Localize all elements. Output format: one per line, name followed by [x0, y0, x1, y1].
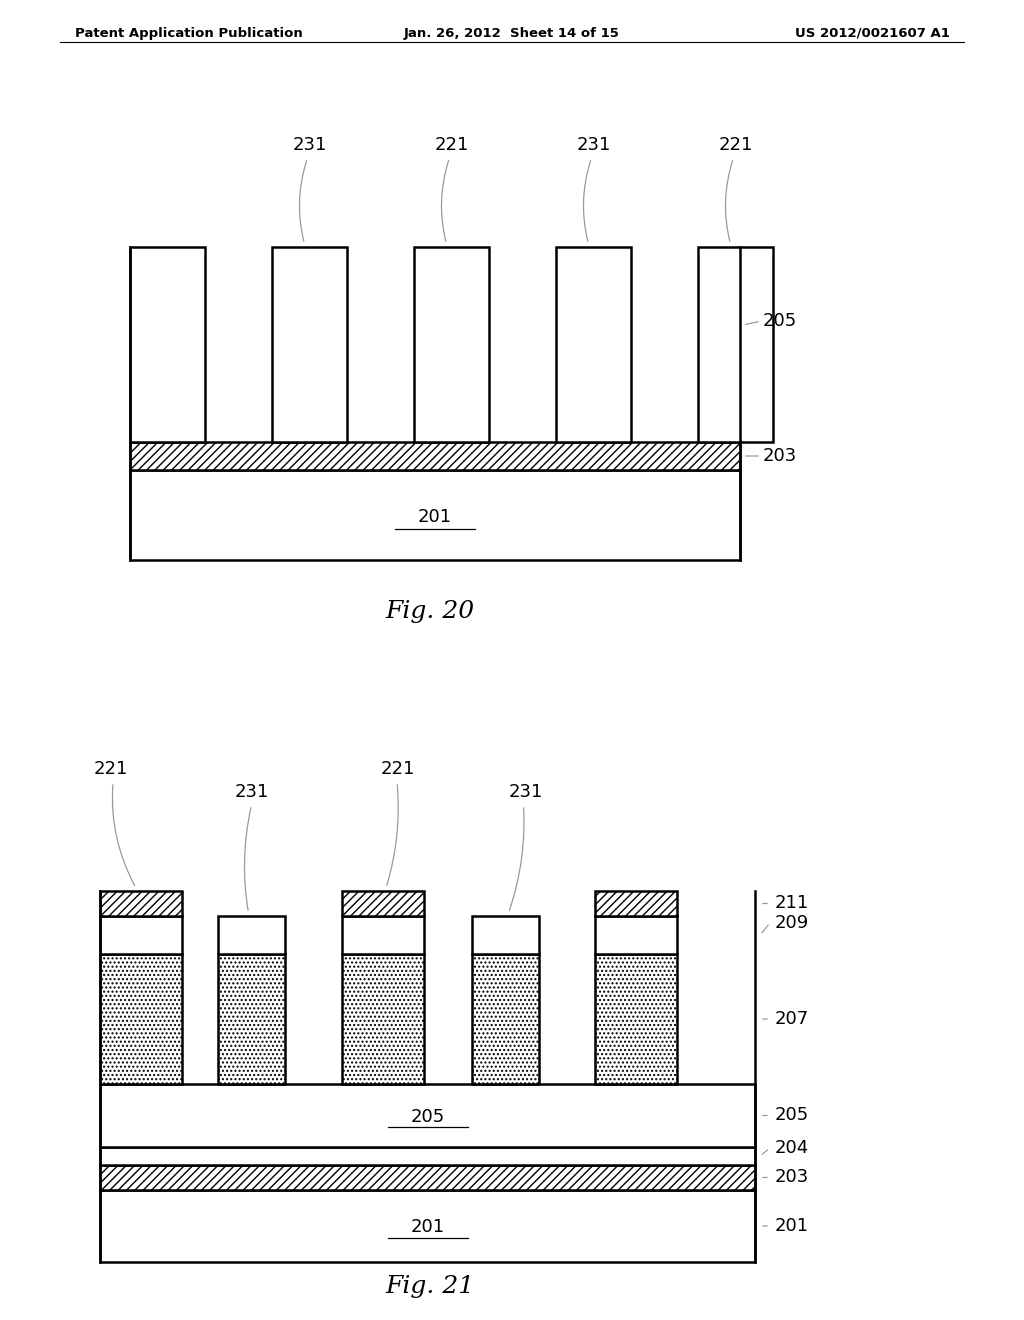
Bar: [100, 1147, 755, 1166]
Bar: [130, 442, 740, 470]
Bar: [414, 247, 489, 442]
Text: 205: 205: [411, 1107, 444, 1126]
Bar: [472, 954, 539, 1084]
Text: Jan. 26, 2012  Sheet 14 of 15: Jan. 26, 2012 Sheet 14 of 15: [404, 26, 620, 40]
Bar: [342, 891, 424, 916]
Bar: [218, 916, 285, 954]
Text: US 2012/0021607 A1: US 2012/0021607 A1: [795, 26, 950, 40]
Bar: [130, 247, 205, 442]
Text: 221: 221: [434, 136, 469, 154]
Text: 201: 201: [418, 508, 452, 525]
Text: 205: 205: [775, 1106, 809, 1125]
Bar: [130, 470, 740, 560]
Bar: [272, 247, 347, 442]
Text: 207: 207: [775, 1010, 809, 1028]
Text: 205: 205: [763, 312, 798, 330]
Bar: [100, 1191, 755, 1262]
Text: 221: 221: [94, 760, 128, 777]
Text: 231: 231: [577, 136, 610, 154]
Bar: [100, 954, 182, 1084]
Text: 201: 201: [775, 1217, 809, 1236]
Text: 231: 231: [508, 783, 543, 801]
Text: Fig. 21: Fig. 21: [385, 1275, 474, 1298]
Text: 221: 221: [381, 760, 415, 777]
Text: 203: 203: [775, 1168, 809, 1187]
Bar: [472, 916, 539, 954]
Bar: [556, 247, 631, 442]
Bar: [100, 1084, 755, 1147]
Text: Fig. 20: Fig. 20: [385, 601, 474, 623]
Text: 231: 231: [234, 783, 268, 801]
Text: 211: 211: [775, 895, 809, 912]
Bar: [100, 916, 182, 954]
Text: 231: 231: [292, 136, 327, 154]
Text: Patent Application Publication: Patent Application Publication: [75, 26, 303, 40]
Bar: [342, 954, 424, 1084]
Bar: [100, 891, 182, 916]
Text: 209: 209: [775, 913, 809, 932]
Bar: [595, 916, 677, 954]
Bar: [100, 1166, 755, 1191]
Bar: [595, 891, 677, 916]
Text: 201: 201: [411, 1218, 444, 1237]
Bar: [342, 916, 424, 954]
Bar: [698, 247, 773, 442]
Bar: [595, 954, 677, 1084]
Text: 221: 221: [718, 136, 753, 154]
Text: 204: 204: [775, 1139, 809, 1158]
Text: 203: 203: [763, 447, 798, 465]
Bar: [218, 954, 285, 1084]
